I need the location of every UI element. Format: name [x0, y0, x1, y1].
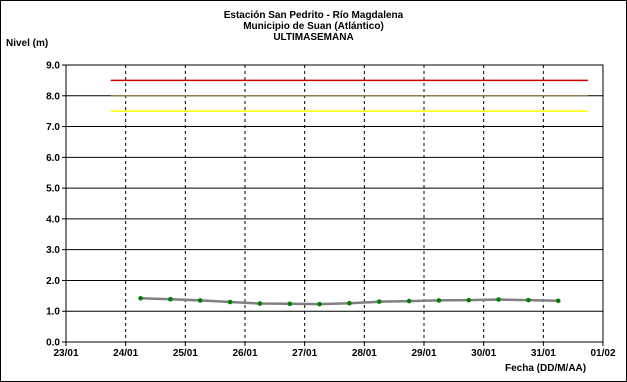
- data-point: [406, 298, 412, 304]
- x-tick-label: 26/01: [232, 348, 257, 359]
- data-point: [197, 298, 203, 303]
- data-point: [466, 297, 472, 303]
- data-point: [257, 301, 263, 306]
- data-point: [138, 295, 143, 301]
- data-point: [227, 299, 233, 305]
- y-tick-label: 0.0: [46, 338, 60, 349]
- plot-area-border: [65, 64, 604, 343]
- chart-subtitle-2: ULTIMASEMANA: [273, 32, 354, 43]
- data-point: [526, 297, 531, 303]
- x-tick-label: 27/01: [292, 348, 317, 359]
- x-axis-label: Fecha (DD/M/AA): [505, 363, 587, 374]
- y-tick-label: 4.0: [46, 214, 60, 225]
- y-axis-label: Nivel (m): [6, 38, 49, 49]
- y-tick-label: 8.0: [46, 91, 60, 102]
- y-tick-label: 3.0: [46, 245, 60, 256]
- data-point: [168, 296, 173, 302]
- y-tick-label: 5.0: [46, 184, 60, 195]
- x-tick-label: 30/01: [471, 348, 496, 359]
- chart-title: Estación San Pedrito - Río Magdalena: [223, 10, 404, 21]
- x-tick-label: 01/02: [590, 348, 615, 359]
- y-tick-label: 2.0: [46, 276, 60, 287]
- chart-subtitle: Municipio de Suan (Atlántico): [243, 21, 384, 32]
- data-point: [436, 298, 442, 303]
- y-tick-label: 6.0: [46, 153, 60, 164]
- data-point: [555, 298, 561, 304]
- y-tick-label: 9.0: [46, 61, 60, 72]
- data-point: [496, 297, 501, 302]
- data-point: [347, 300, 352, 306]
- data-point: [376, 299, 382, 304]
- x-tick-label: 23/01: [53, 348, 78, 359]
- x-tick-label: 31/01: [531, 348, 556, 359]
- y-tick-label: 7.0: [46, 122, 60, 133]
- x-tick-label: 25/01: [173, 348, 198, 359]
- data-point: [317, 301, 322, 307]
- y-tick-label: 1.0: [46, 307, 60, 318]
- x-tick-label: 29/01: [411, 348, 436, 359]
- data-point: [287, 301, 293, 307]
- x-tick-label: 28/01: [352, 348, 377, 359]
- x-tick-label: 24/01: [113, 348, 138, 359]
